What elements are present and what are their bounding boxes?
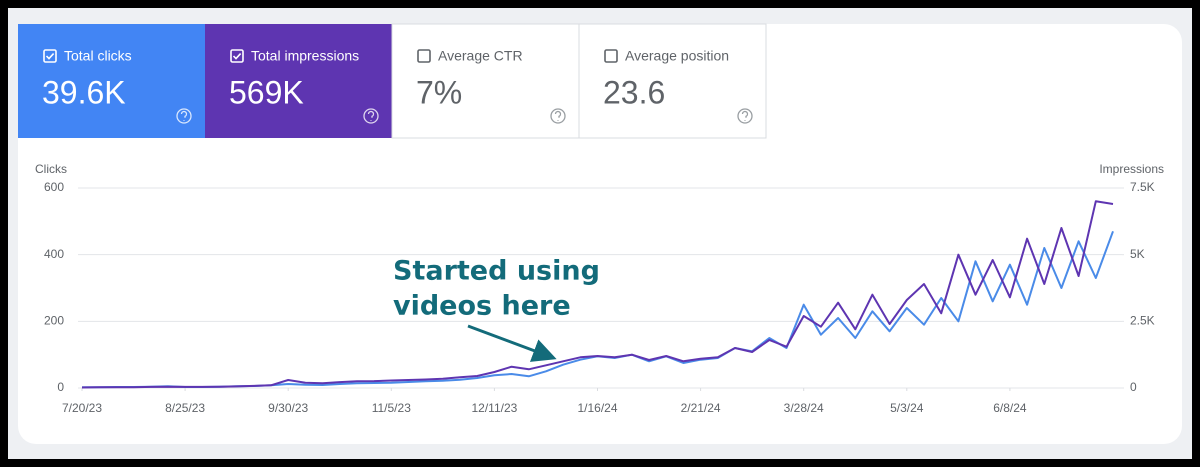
x-tick-label: 8/25/23	[165, 401, 205, 415]
metric-tile[interactable]: Total clicks 39.6K	[18, 24, 205, 138]
annotation: videos here	[393, 291, 571, 322]
help-icon	[737, 108, 753, 124]
help-icon-mark	[367, 110, 375, 121]
help-icon	[550, 108, 566, 124]
y-axis-label: Clicks	[35, 162, 67, 176]
help-icon	[176, 108, 192, 124]
tile-bg	[391, 23, 580, 139]
metric-label: Average position	[625, 48, 729, 64]
annotation: Started using	[393, 256, 600, 287]
checkbox	[604, 49, 618, 63]
help-icon-mark	[741, 110, 749, 121]
annotation-arrow	[467, 324, 557, 362]
y2-tick-label: 0	[1130, 380, 1137, 394]
help-icon	[363, 108, 379, 124]
tile-bg	[578, 23, 767, 139]
checkmark	[232, 53, 242, 60]
checkmark	[45, 53, 55, 60]
x-tick-label: 12/11/23	[471, 401, 517, 415]
metric-tile[interactable]: Average position 23.6	[578, 23, 767, 139]
y2-tick-label: 7.5K	[1130, 180, 1155, 194]
series-line	[81, 200, 1114, 389]
x-tick-label: 6/8/24	[993, 401, 1027, 415]
metric-label: Total impressions	[251, 48, 359, 64]
x-tick-label: 7/20/23	[62, 401, 102, 415]
x-tick-label: 2/21/24	[681, 401, 721, 415]
metric-tile[interactable]: Total impressions 569K	[205, 24, 392, 138]
x-tick-label: 5/3/24	[890, 401, 924, 415]
y2-axis-label: Impressions	[1099, 162, 1164, 176]
help-icon-mark	[180, 110, 188, 121]
metric-value: 7%	[416, 74, 462, 110]
y-tick-label: 600	[44, 180, 64, 194]
y-tick-label: 0	[57, 380, 64, 394]
tile-bg	[18, 24, 205, 138]
metric-label: Average CTR	[438, 48, 523, 64]
y2-tick-label: 5K	[1130, 247, 1145, 261]
x-tick-label: 11/5/23	[372, 401, 411, 415]
x-tick-label: 3/28/24	[784, 401, 824, 415]
checkbox	[417, 49, 431, 63]
y-tick-label: 400	[44, 247, 64, 261]
x-tick-label: 9/30/23	[268, 401, 308, 415]
metric-value: 569K	[229, 74, 304, 110]
x-tick-label: 1/16/24	[577, 401, 617, 415]
metric-tile[interactable]: Average CTR 7%	[391, 23, 580, 139]
y-tick-label: 200	[44, 314, 64, 328]
help-icon-mark	[554, 110, 562, 121]
y2-tick-label: 2.5K	[1130, 314, 1155, 328]
tile-bg	[205, 24, 392, 138]
metric-label: Total clicks	[64, 48, 132, 64]
metric-value: 23.6	[603, 74, 665, 110]
checkbox	[43, 49, 57, 63]
checkbox	[230, 49, 244, 63]
metric-value: 39.6K	[42, 74, 126, 110]
